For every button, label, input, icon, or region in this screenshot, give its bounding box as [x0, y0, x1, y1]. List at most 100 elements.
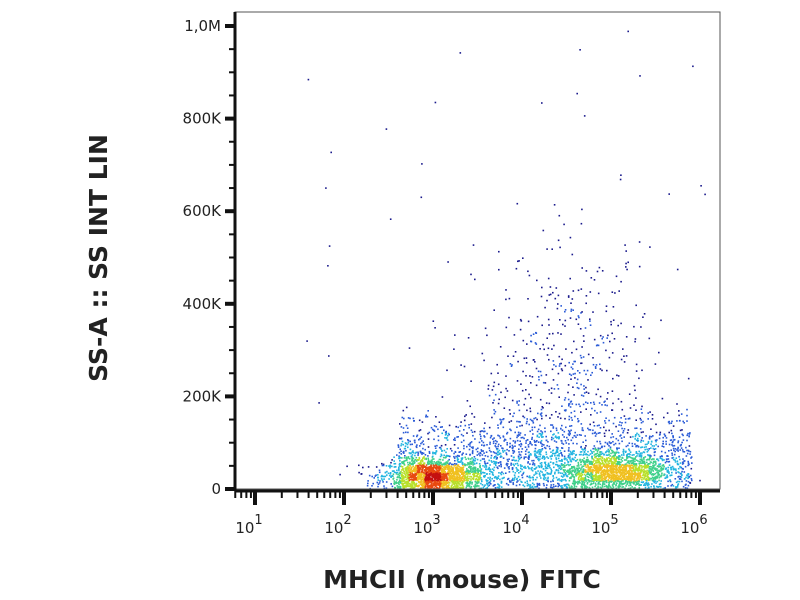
- data-point: [601, 337, 603, 340]
- data-point: [472, 459, 475, 462]
- data-point: [606, 404, 608, 407]
- data-point: [528, 423, 530, 426]
- data-point: [447, 434, 449, 437]
- data-point: [567, 455, 570, 457]
- data-point: [642, 481, 645, 483]
- data-point: [674, 450, 676, 453]
- data-point: [412, 457, 415, 460]
- data-point: [605, 417, 607, 419]
- data-point: [388, 478, 390, 480]
- data-point: [440, 471, 443, 474]
- data-point: [432, 463, 435, 465]
- data-point: [403, 486, 406, 489]
- data-point: [514, 463, 517, 465]
- data-point: [414, 439, 416, 442]
- data-point: [621, 460, 624, 462]
- data-point: [674, 461, 677, 463]
- data-point: [630, 462, 633, 465]
- data-point: [575, 485, 578, 488]
- data-point: [646, 443, 648, 446]
- data-point: [442, 478, 445, 480]
- data-point: [557, 457, 560, 460]
- data-point: [634, 480, 637, 483]
- data-point: [650, 477, 653, 480]
- data-point: [610, 458, 613, 460]
- data-point: [483, 466, 486, 468]
- data-point: [648, 448, 650, 450]
- data-point: [397, 444, 400, 446]
- data-point: [638, 487, 641, 489]
- data-point: [519, 328, 522, 331]
- data-point: [430, 472, 432, 474]
- data-point: [660, 457, 663, 460]
- data-point: [453, 480, 455, 483]
- data-point: [601, 466, 603, 468]
- data-point: [467, 469, 469, 472]
- data-point: [630, 464, 632, 467]
- data-point: [659, 482, 662, 485]
- data-point: [446, 468, 449, 470]
- data-point: [671, 441, 674, 444]
- data-point: [470, 380, 472, 382]
- data-point: [434, 447, 437, 449]
- data-point: [462, 475, 464, 478]
- data-point: [421, 466, 423, 468]
- data-point: [467, 482, 469, 485]
- data-point: [627, 474, 630, 477]
- data-point: [453, 479, 455, 481]
- data-point: [469, 477, 471, 480]
- data-point: [423, 477, 425, 480]
- data-point: [639, 460, 641, 463]
- data-point: [479, 454, 481, 457]
- data-point: [671, 432, 673, 435]
- data-point: [605, 466, 608, 469]
- data-point: [416, 444, 418, 446]
- data-point: [521, 448, 524, 450]
- data-point: [498, 435, 501, 437]
- data-point: [486, 462, 489, 464]
- data-point: [441, 396, 444, 398]
- data-point: [661, 455, 663, 458]
- data-point: [548, 465, 550, 468]
- data-point: [595, 487, 598, 490]
- data-point: [603, 426, 605, 429]
- data-point: [446, 464, 449, 466]
- data-point: [640, 439, 643, 442]
- data-point: [584, 447, 586, 449]
- data-point: [516, 477, 518, 480]
- data-point: [461, 476, 463, 478]
- data-point: [431, 458, 434, 460]
- data-point: [573, 471, 576, 474]
- data-point: [512, 459, 515, 461]
- data-point: [632, 478, 634, 481]
- data-point: [436, 474, 439, 477]
- data-point: [407, 481, 410, 483]
- data-point: [533, 468, 536, 470]
- data-point: [400, 471, 402, 473]
- data-point: [447, 482, 449, 484]
- data-point: [470, 441, 473, 443]
- data-point: [398, 481, 400, 483]
- data-point: [630, 484, 632, 487]
- data-point: [594, 464, 596, 467]
- data-point: [591, 480, 593, 482]
- data-point: [579, 475, 582, 477]
- data-point: [530, 442, 532, 445]
- data-point: [541, 445, 543, 447]
- data-point: [590, 449, 592, 452]
- data-point: [678, 414, 680, 417]
- data-point: [433, 458, 435, 460]
- data-point: [531, 438, 533, 440]
- data-point: [559, 363, 561, 365]
- data-point: [419, 466, 421, 469]
- data-point: [573, 484, 576, 487]
- data-point: [495, 448, 498, 450]
- data-point: [588, 454, 590, 457]
- data-point: [528, 467, 530, 469]
- data-point: [564, 440, 567, 442]
- data-point: [511, 479, 513, 482]
- data-point: [605, 464, 608, 466]
- data-point: [512, 415, 514, 418]
- data-point: [418, 464, 421, 466]
- data-point: [620, 458, 622, 461]
